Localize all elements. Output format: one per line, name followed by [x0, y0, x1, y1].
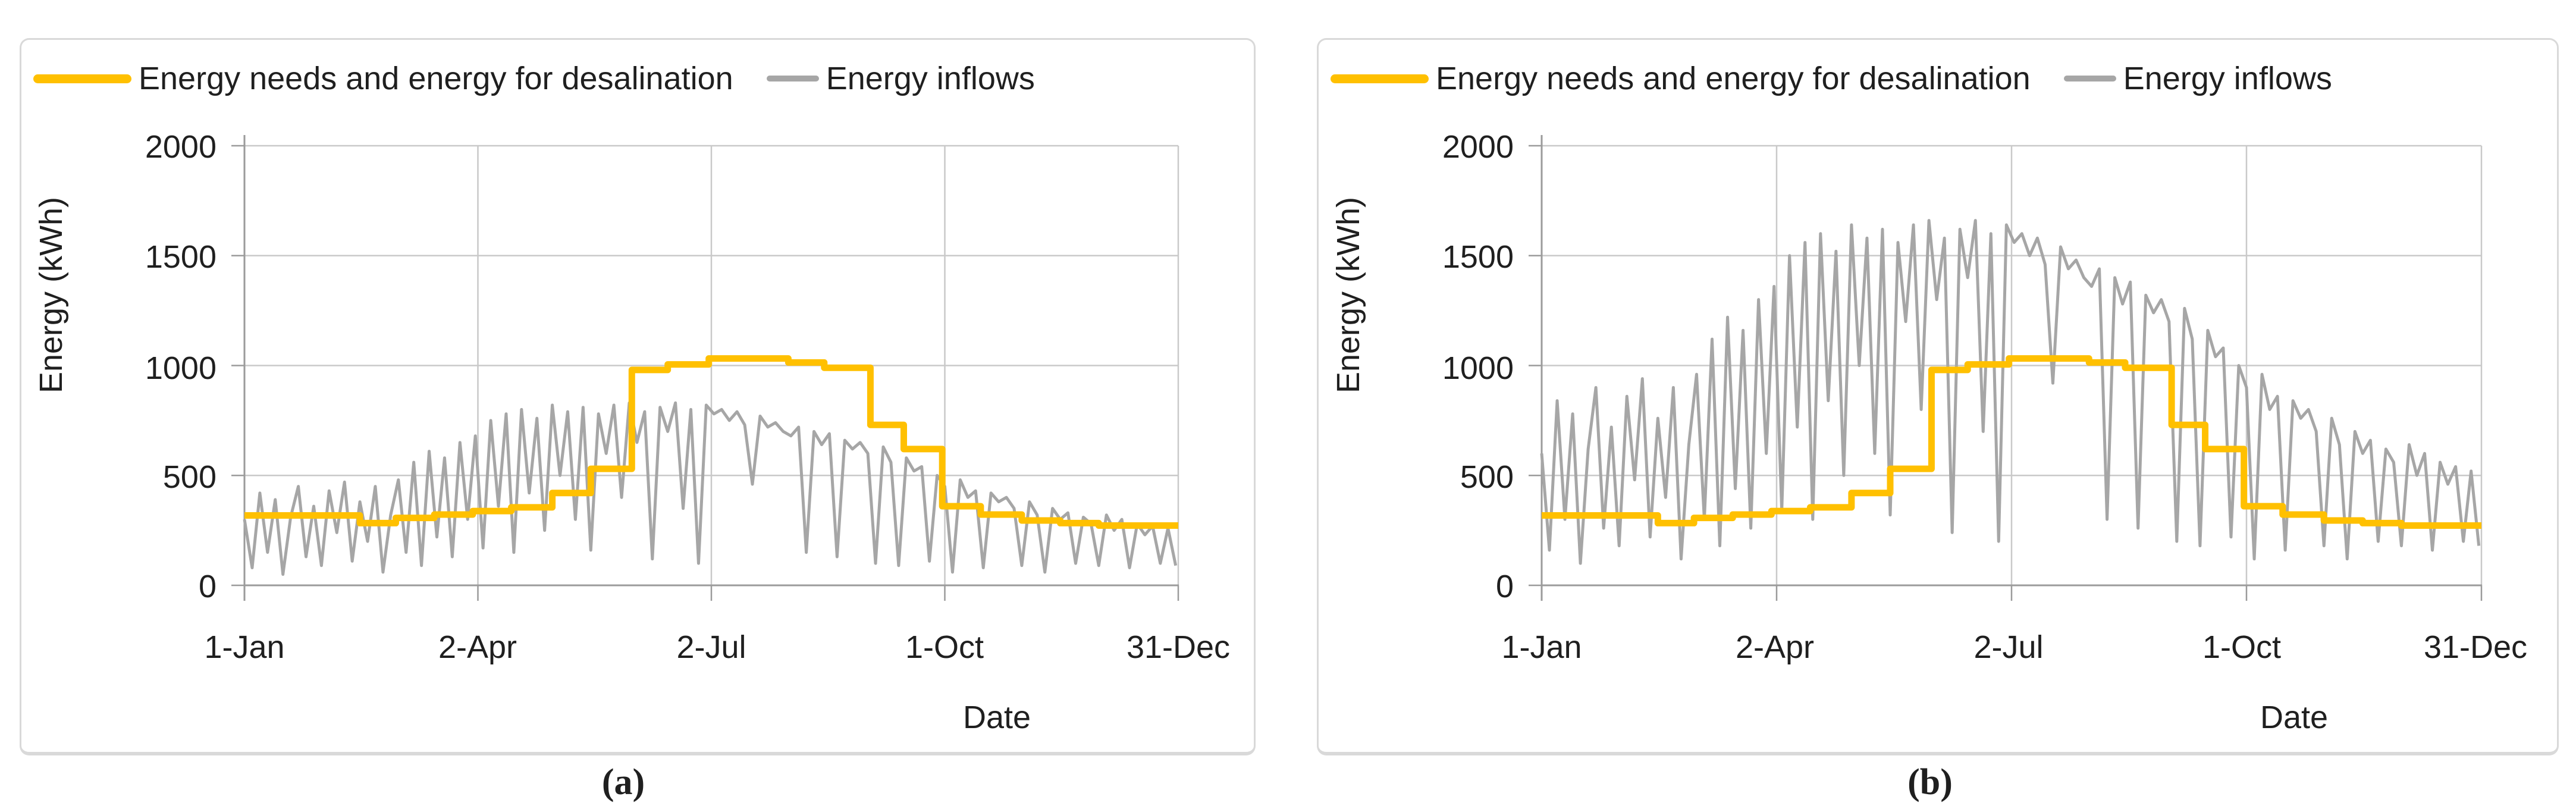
legend-line-energy-inflows [2063, 76, 2116, 81]
x-tick-label: 2-Apr [1735, 629, 1815, 665]
y-axis-title: Energy (kWh) [33, 196, 69, 394]
legend-a: Energy needs and energy for desalination… [33, 60, 1035, 97]
x-tick-label: 31-Dec [1126, 629, 1231, 665]
y-axis-title: Energy (kWh) [1331, 196, 1366, 394]
x-tick-label: 1-Oct [905, 629, 984, 665]
y-tick-label: 500 [162, 459, 217, 495]
legend-line-energy-needs [33, 74, 131, 83]
legend-label-energy-needs: Energy needs and energy for desalination [139, 61, 733, 96]
y-tick-label: 2000 [1442, 129, 1514, 165]
x-tick-label: 1-Jan [204, 629, 285, 665]
y-tick-label: 2000 [145, 129, 217, 165]
y-tick-label: 0 [1495, 569, 1514, 604]
x-axis-title: Date [962, 700, 1031, 735]
chart-panel-b: Energy needs and energy for desalination… [1317, 38, 2559, 755]
x-tick-label: 2-Apr [438, 629, 517, 665]
legend-line-energy-inflows [766, 76, 819, 81]
legend-line-energy-needs [1331, 74, 1429, 83]
subfigure-caption-a: (a) [601, 762, 645, 802]
x-axis-title: Date [2260, 700, 2329, 735]
x-tick-label: 31-Dec [2423, 629, 2528, 665]
legend-label-energy-needs: Energy needs and energy for desalination [1436, 61, 2031, 96]
y-tick-label: 1000 [145, 350, 217, 386]
y-tick-label: 1500 [145, 239, 217, 275]
legend-label-energy-inflows: Energy inflows [826, 61, 1035, 96]
legend-b: Energy needs and energy for desalination… [1331, 60, 2332, 97]
plot-area-a [231, 135, 1179, 601]
chart-panel-a: Energy needs and energy for desalination… [20, 38, 1256, 755]
subfigure-caption-b: (b) [1907, 762, 1953, 802]
y-tick-label: 1000 [1442, 350, 1514, 386]
y-tick-label: 500 [1460, 459, 1514, 495]
legend-label-energy-inflows: Energy inflows [2123, 61, 2332, 96]
x-tick-label: 2-Jul [1973, 629, 2044, 665]
x-tick-label: 1-Jan [1501, 629, 1582, 665]
plot-area-b [1529, 135, 2483, 601]
y-tick-label: 0 [198, 569, 217, 604]
x-tick-label: 2-Jul [676, 629, 746, 665]
y-tick-label: 1500 [1442, 239, 1514, 275]
x-tick-label: 1-Oct [2202, 629, 2282, 665]
